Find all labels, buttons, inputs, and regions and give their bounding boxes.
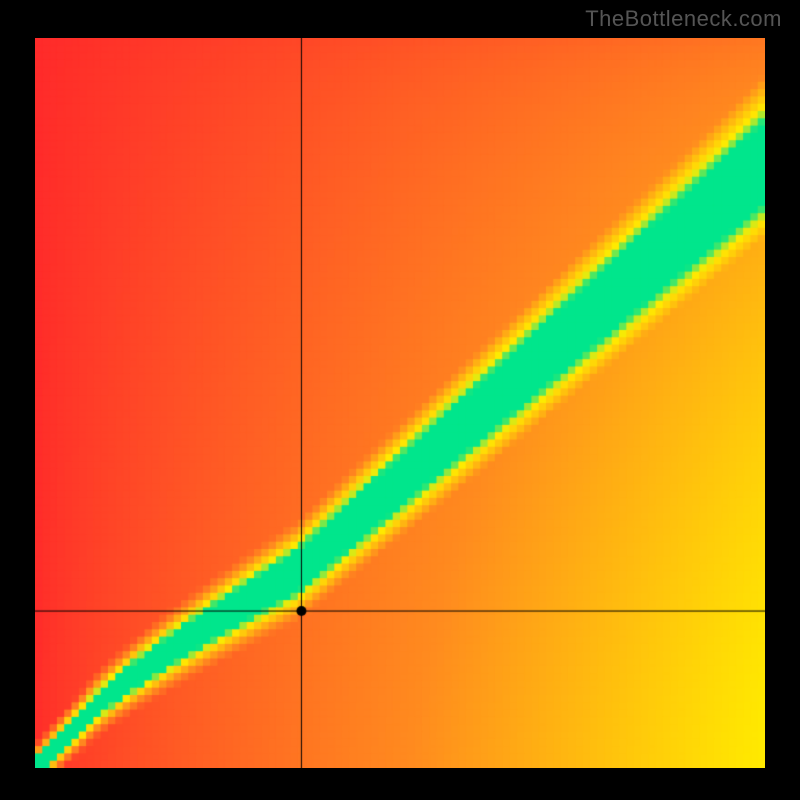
watermark-text: TheBottleneck.com bbox=[585, 6, 782, 32]
heatmap-canvas bbox=[35, 38, 765, 768]
chart-container: TheBottleneck.com bbox=[0, 0, 800, 800]
heatmap-plot bbox=[35, 38, 765, 768]
